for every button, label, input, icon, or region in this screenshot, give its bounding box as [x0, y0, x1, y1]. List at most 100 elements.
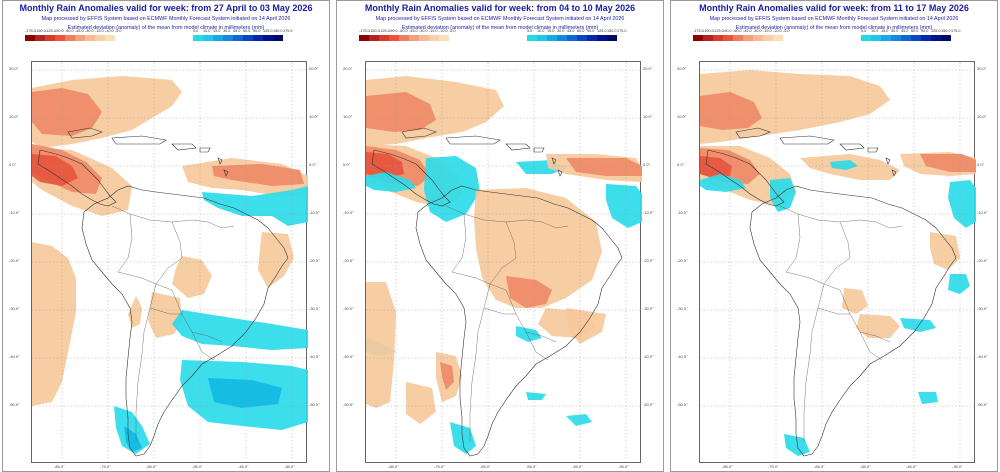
colorbar-swatch: 45.0: [233, 29, 243, 41]
longitude-label: -55.0°: [860, 464, 871, 469]
latitude-label: -20.0°: [643, 258, 654, 263]
anomaly-region-dry: [856, 314, 900, 338]
anomaly-region-wet: [918, 392, 938, 404]
colorbar-tick-label: -125.0: [713, 29, 724, 33]
colorbar-tick-label: -45.0: [409, 29, 418, 33]
colorbar-tick-label: -60.0: [399, 29, 408, 33]
anomaly-region-dry: [32, 242, 76, 406]
country-border: [859, 219, 903, 229]
colorbar-tick-label: 15.0: [881, 29, 889, 33]
colorbar-tick-label: 5.0: [861, 29, 867, 33]
colorbar-tick-label: -90.0: [55, 29, 64, 33]
latitude-label: 10.0°: [343, 114, 353, 119]
latitude-label: -20.0°: [343, 258, 354, 263]
anomaly-region-wet: [948, 274, 970, 294]
country-border: [451, 271, 507, 291]
latitude-label: -40.0°: [977, 354, 988, 359]
map-subtitle: Map processed by EFFIS System based on E…: [709, 16, 959, 22]
coastline: [171, 143, 197, 151]
anomaly-region-drier: [506, 276, 552, 308]
anomaly-region-dry: [474, 188, 602, 308]
longitude-label: -75.0°: [768, 464, 779, 469]
latitude-label: -30.0°: [643, 306, 654, 311]
colorbar-tick-label: 45.0: [901, 29, 909, 33]
colorbar-swatch: 30.0: [223, 29, 233, 41]
colorbar-swatch: -175.0: [359, 29, 370, 41]
colorbar-tick-label: -5.0: [783, 29, 790, 33]
colorbar-tick-label: 45.0: [567, 29, 575, 33]
map-frame: [365, 61, 642, 464]
latitude-label: -50.0°: [309, 402, 320, 407]
latitude-label: 20.0°: [9, 66, 19, 71]
map-subtitle: Map processed by EFFIS System based on E…: [375, 16, 625, 22]
anomaly-region-dry: [406, 382, 436, 424]
coastline: [839, 143, 865, 151]
colorbar-tick-label: -45.0: [743, 29, 752, 33]
map-description: Estimated deviation (anomaly) of the mea…: [735, 25, 933, 31]
latitude-label: -20.0°: [677, 258, 688, 263]
latitude-label: -30.0°: [309, 306, 320, 311]
country-border: [117, 271, 173, 291]
colorbar-tick-label: -90.0: [389, 29, 398, 33]
anomaly-region-wet: [526, 392, 546, 400]
latitude-label: 0.0°: [977, 162, 985, 167]
latitude-label: 0.0°: [343, 162, 351, 167]
coastline: [533, 147, 545, 153]
anomaly-region-drier: [212, 164, 304, 186]
country-border: [785, 213, 801, 273]
colorbar-swatch: -125.0: [713, 29, 724, 41]
colorbar-swatch: 125.0: [597, 29, 607, 41]
anomaly-region-driest: [32, 154, 78, 186]
colorbar-tick-label: 125.0: [931, 29, 941, 33]
latitude-label: 0.0°: [9, 162, 17, 167]
anomaly-region-wet: [948, 180, 976, 228]
colorbar-tick-label: 125.0: [597, 29, 607, 33]
colorbar-swatch: -30.0: [753, 29, 763, 41]
anomaly-region-wet: [202, 186, 308, 226]
latitude-label: -50.0°: [9, 402, 20, 407]
country-border: [803, 283, 825, 442]
anomaly-region-drier: [32, 88, 102, 136]
colorbar-swatch: -30.0: [419, 29, 429, 41]
colorbar-pos: 5.0 10.0 15.0 30.0 45.0 60.0 90.0 125.0 150.0 175…: [861, 29, 961, 47]
anomaly-region-dry: [930, 232, 960, 270]
colorbar-tick-label: 10.0: [871, 29, 879, 33]
colorbar-tick-label: 125.0: [263, 29, 273, 33]
colorbar-tick-label: 150.0: [607, 29, 617, 33]
colorbar-tick-label: 10.0: [203, 29, 211, 33]
colorbar-tick-label: -150.0: [369, 29, 380, 33]
colorbar-tick-label: 60.0: [243, 29, 251, 33]
longitude-label: -65.0°: [814, 464, 825, 469]
colorbar-swatch: 90.0: [921, 29, 931, 41]
colorbar-tick-label: 90.0: [921, 29, 929, 33]
colorbar-neg: -175.0 -150.0 -125.0 -90.0 -60.0 -45.0 -30.0 -1…: [359, 29, 456, 47]
latitude-label: -20.0°: [9, 258, 20, 263]
country-border: [483, 307, 516, 315]
longitude-label: -55.0°: [526, 464, 537, 469]
colorbar-swatch: -15.0: [95, 29, 105, 41]
colorbar-swatch: 90.0: [253, 29, 263, 41]
colorbar-neg: -175.0 -150.0 -125.0 -90.0 -60.0 -45.0 -30.0 -1…: [25, 29, 122, 47]
latitude-label: -40.0°: [309, 354, 320, 359]
colorbar-tick-label: -15.0: [429, 29, 438, 33]
map-subtitle: Map processed by EFFIS System based on E…: [41, 16, 291, 22]
anomaly-region-wet: [114, 406, 150, 454]
coastline: [223, 169, 229, 177]
latitude-label: 0.0°: [643, 162, 651, 167]
colorbar-tick-label: 5.0: [193, 29, 199, 33]
map-description: Estimated deviation (anomaly) of the mea…: [67, 25, 265, 31]
colorbar-swatch: 10.0: [203, 29, 213, 41]
colorbar-tick-label: -125.0: [379, 29, 390, 33]
colorbar-swatch: 45.0: [567, 29, 577, 41]
latitude-label: -50.0°: [343, 402, 354, 407]
colorbar-swatch: 60.0: [243, 29, 253, 41]
coastline: [705, 149, 785, 207]
anomaly-region-wet: [172, 310, 308, 350]
map-panel-week-3: Monthly Rain Anomalies valid for week: f…: [670, 0, 998, 472]
colorbar-pos: 5.0 10.0 15.0 30.0 45.0 60.0 90.0 125.0 150.0 175…: [193, 29, 293, 47]
colorbar-swatch: -90.0: [389, 29, 399, 41]
country-border: [785, 271, 841, 291]
anomaly-region-wet: [606, 184, 642, 228]
longitude-label: -75.0°: [434, 464, 445, 469]
anomaly-region-wet: [366, 172, 416, 192]
